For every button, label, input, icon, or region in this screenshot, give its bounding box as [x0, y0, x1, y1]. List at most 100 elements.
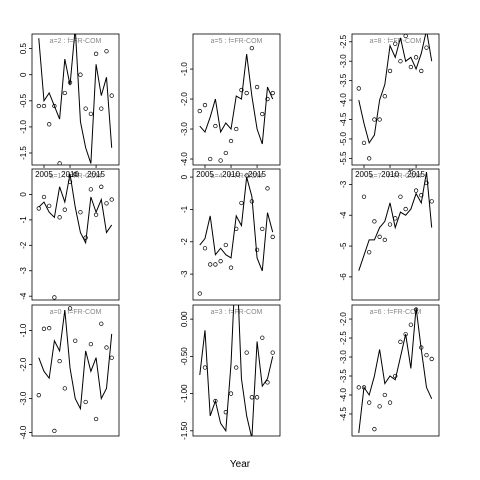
- data-point: [387, 222, 393, 227]
- data-point: [197, 291, 202, 296]
- data-point: [361, 385, 367, 390]
- strip-label: a=3 : f=FR-COM: [211, 309, 263, 316]
- data-point: [93, 212, 99, 217]
- plot-area: [197, 45, 275, 163]
- panel-frame: [192, 33, 281, 166]
- y-tick-label: -2.0: [339, 312, 348, 326]
- y-tick-label: -4.0: [339, 93, 348, 107]
- y-tick-label: -2: [19, 241, 28, 249]
- data-point: [228, 391, 234, 396]
- data-point: [419, 68, 424, 74]
- data-point: [218, 158, 223, 163]
- data-point: [198, 440, 202, 444]
- data-point: [228, 138, 234, 144]
- y-tick-label: -3: [339, 180, 348, 188]
- data-point: [393, 216, 398, 221]
- y-tick-label: 0: [180, 174, 189, 179]
- data-point: [244, 90, 249, 96]
- data-line: [199, 176, 274, 272]
- data-point: [249, 395, 255, 400]
- y-tick-label: -3: [180, 270, 189, 278]
- y-tick-label: -0.5: [19, 93, 28, 107]
- y-tick-label: -0.50: [180, 347, 189, 366]
- plot-area: [198, 305, 275, 444]
- data-point: [270, 350, 275, 355]
- y-tick-label: 0: [19, 72, 28, 77]
- data-point: [109, 355, 114, 360]
- data-point: [408, 169, 414, 172]
- data-point: [99, 106, 104, 111]
- data-point: [208, 262, 213, 267]
- y-tick-label: -2.0: [19, 357, 28, 371]
- data-point: [382, 94, 387, 99]
- data-point: [377, 117, 382, 122]
- data-point: [73, 171, 78, 177]
- data-point: [78, 210, 83, 215]
- data-point: [109, 93, 114, 98]
- y-tick-label: -4: [339, 211, 348, 219]
- data-point: [403, 206, 408, 212]
- data-point: [202, 102, 208, 108]
- data-point: [36, 103, 41, 109]
- data-point: [41, 326, 47, 331]
- data-point: [104, 49, 109, 54]
- data-point: [104, 345, 109, 350]
- data-point: [398, 194, 403, 199]
- data-point: [104, 201, 109, 206]
- data-point: [67, 179, 73, 184]
- data-line: [358, 171, 433, 271]
- data-point: [387, 68, 393, 74]
- data-point: [408, 64, 414, 70]
- data-point: [83, 106, 88, 111]
- data-point: [234, 226, 239, 231]
- strip-label: a=1 : f=FR-COM: [50, 173, 102, 180]
- data-point: [356, 86, 361, 91]
- data-point: [213, 262, 218, 267]
- data-point: [83, 235, 88, 240]
- data-point: [403, 332, 408, 337]
- data-point: [234, 365, 239, 370]
- y-tick-label: 0: [19, 192, 28, 197]
- data-point: [208, 440, 212, 444]
- y-tick-label: -4.0: [339, 388, 348, 402]
- data-point: [47, 203, 52, 209]
- data-point: [57, 161, 62, 165]
- y-tick-label: -4.5: [339, 112, 348, 126]
- panel-frame: [31, 304, 120, 437]
- data-point: [52, 295, 57, 300]
- data-point: [249, 199, 255, 204]
- data-point: [377, 404, 382, 409]
- y-tick-label: -1.5: [19, 146, 28, 160]
- data-point: [430, 24, 434, 28]
- y-tick-label: -1.0: [180, 62, 189, 76]
- data-point: [218, 259, 223, 264]
- data-point: [367, 400, 372, 405]
- x-tick-label: 2005: [35, 170, 53, 179]
- data-point: [213, 123, 218, 129]
- y-tick-label: -2: [180, 238, 189, 246]
- data-point: [47, 122, 52, 127]
- data-point: [260, 111, 265, 117]
- data-point: [239, 200, 244, 206]
- data-point: [219, 440, 223, 444]
- y-tick-label: -3.0: [339, 54, 348, 68]
- data-point: [228, 265, 234, 270]
- data-point: [78, 72, 83, 77]
- y-tick-label: -3.0: [180, 122, 189, 136]
- data-point: [73, 338, 78, 343]
- data-point: [403, 34, 408, 39]
- data-point: [88, 111, 94, 117]
- data-point: [99, 184, 104, 189]
- data-point: [265, 96, 270, 102]
- x-tick-label: 2010: [222, 170, 240, 179]
- data-point: [361, 194, 367, 199]
- data-point: [41, 194, 47, 200]
- data-point: [413, 307, 419, 312]
- data-point: [67, 306, 73, 311]
- data-point: [83, 399, 88, 405]
- data-point: [223, 410, 228, 415]
- data-point: [41, 103, 47, 109]
- strip-label: a=0 : f=FR-COM: [50, 309, 102, 316]
- data-point: [372, 117, 377, 122]
